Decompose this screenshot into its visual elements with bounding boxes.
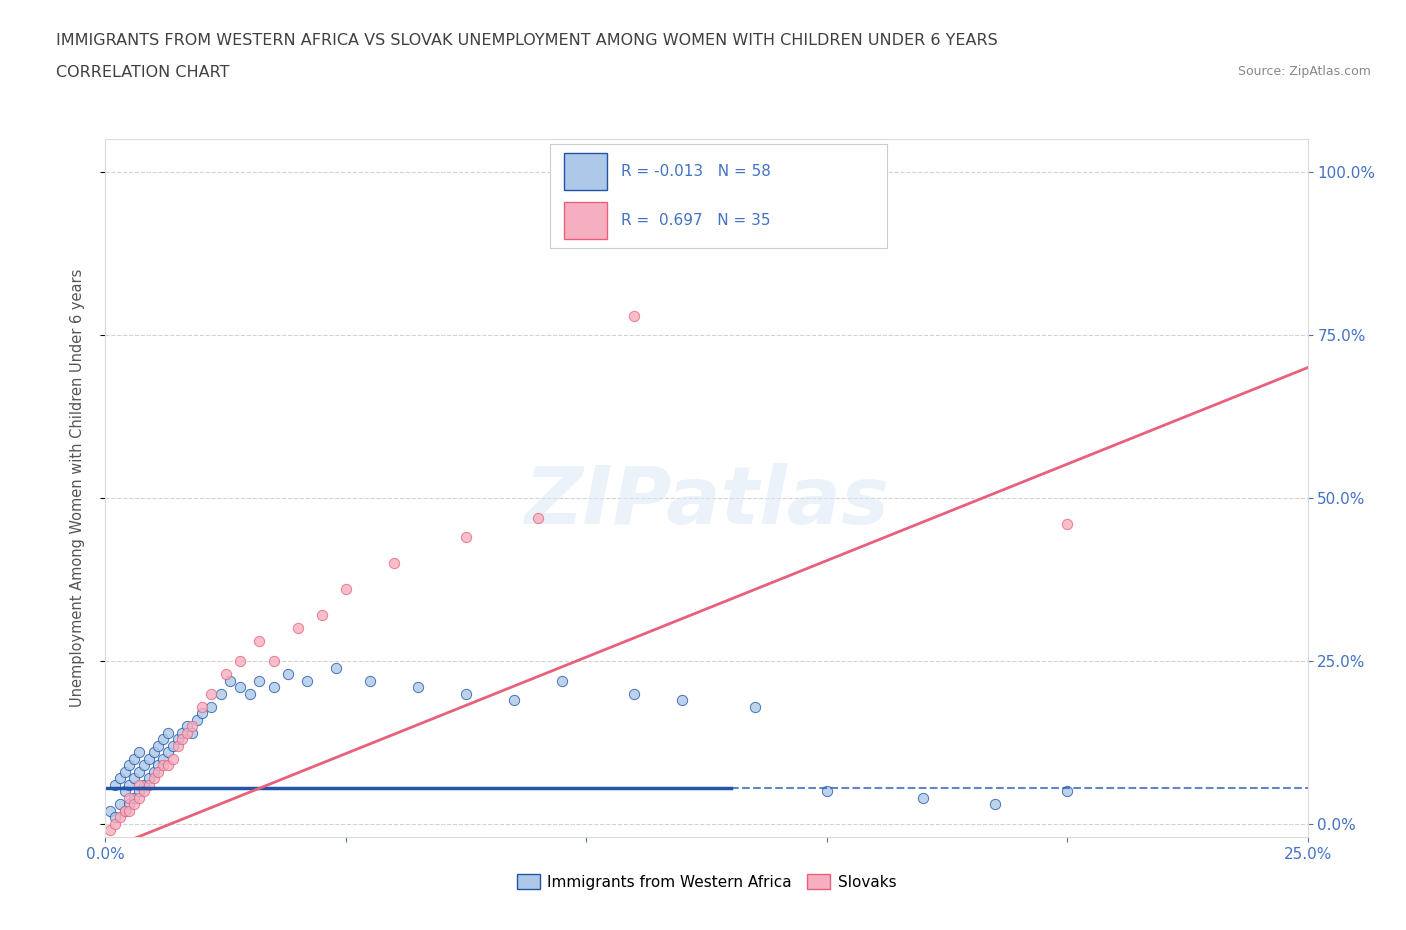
Point (114, 784, 136, 799)
Point (172, 732, 194, 747)
Point (118, 797, 141, 812)
Point (671, 693, 693, 708)
Point (148, 738, 170, 753)
Point (152, 751, 174, 766)
Point (239, 686, 262, 701)
Point (124, 751, 146, 766)
Point (186, 712, 208, 727)
Point (1056, 784, 1078, 799)
Point (229, 680, 252, 695)
Point (104, 817, 127, 831)
Point (287, 621, 309, 636)
Point (132, 784, 155, 799)
Point (118, 790, 141, 805)
Point (984, 797, 1007, 812)
Point (277, 667, 299, 682)
Point (152, 758, 174, 773)
Point (176, 719, 198, 734)
Point (138, 777, 160, 792)
Point (138, 751, 160, 766)
Point (108, 771, 131, 786)
Point (247, 673, 270, 688)
Point (325, 660, 347, 675)
Point (114, 804, 136, 818)
Point (118, 758, 141, 773)
Point (118, 804, 141, 818)
Point (108, 810, 131, 825)
Point (166, 732, 188, 747)
Point (214, 667, 236, 682)
Point (124, 771, 146, 786)
Point (128, 777, 150, 792)
Point (128, 784, 150, 799)
Point (104, 777, 127, 792)
Text: ZIPatlas: ZIPatlas (524, 463, 889, 541)
Point (382, 556, 405, 571)
Point (200, 686, 222, 701)
Point (200, 699, 222, 714)
Point (124, 790, 146, 805)
Text: CORRELATION CHART: CORRELATION CHART (56, 65, 229, 80)
Legend: Immigrants from Western Africa, Slovaks: Immigrants from Western Africa, Slovaks (510, 868, 903, 896)
Point (118, 777, 141, 792)
Point (229, 654, 252, 669)
Point (551, 673, 574, 688)
Point (128, 790, 150, 805)
Point (1056, 517, 1078, 532)
Point (172, 725, 194, 740)
Point (132, 758, 155, 773)
Point (209, 686, 232, 701)
Y-axis label: Unemployment Among Women with Children Under 6 years: Unemployment Among Women with Children U… (70, 269, 84, 708)
Point (297, 673, 319, 688)
Point (148, 758, 170, 773)
Point (181, 719, 204, 734)
Point (815, 784, 838, 799)
Point (124, 797, 146, 812)
Point (247, 634, 270, 649)
Point (623, 308, 645, 323)
Point (190, 706, 212, 721)
Point (503, 693, 526, 708)
Point (98, 804, 121, 818)
Point (744, 699, 766, 714)
Point (98, 823, 121, 838)
Point (454, 530, 477, 545)
Point (142, 745, 165, 760)
Point (138, 771, 160, 786)
Point (527, 511, 550, 525)
Point (142, 771, 165, 786)
Point (142, 764, 165, 779)
Point (219, 673, 242, 688)
Point (128, 745, 150, 760)
Point (148, 764, 170, 779)
Point (311, 608, 333, 623)
Point (911, 790, 934, 805)
Point (156, 745, 179, 760)
Point (162, 738, 184, 753)
Point (263, 654, 285, 669)
Point (114, 804, 136, 818)
Point (176, 725, 198, 740)
Point (114, 764, 136, 779)
Point (162, 751, 184, 766)
Point (156, 725, 179, 740)
Text: IMMIGRANTS FROM WESTERN AFRICA VS SLOVAK UNEMPLOYMENT AMONG WOMEN WITH CHILDREN : IMMIGRANTS FROM WESTERN AFRICA VS SLOVAK… (56, 33, 998, 47)
Point (166, 738, 188, 753)
Point (104, 810, 127, 825)
Point (190, 699, 212, 714)
Point (335, 582, 357, 597)
Point (132, 777, 155, 792)
Point (128, 764, 150, 779)
Text: Source: ZipAtlas.com: Source: ZipAtlas.com (1237, 65, 1371, 78)
Point (263, 680, 285, 695)
Point (768, 165, 790, 179)
Point (152, 732, 174, 747)
Point (454, 686, 477, 701)
Point (406, 680, 429, 695)
Point (623, 686, 645, 701)
Point (156, 758, 179, 773)
Point (181, 725, 204, 740)
Point (108, 797, 131, 812)
Point (359, 673, 381, 688)
